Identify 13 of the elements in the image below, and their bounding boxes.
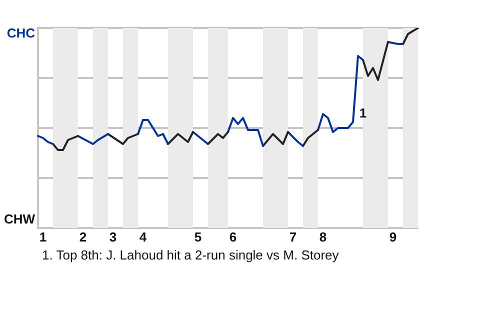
text: CHC [6, 26, 36, 41]
x-tick-label: 4 [139, 229, 148, 244]
annotation: 1 [359, 106, 367, 121]
text: 1. Top 8th: J. Lahoud hit a 2-run single vs M. Storey [42, 248, 340, 263]
x-tick-label: 3 [109, 229, 117, 244]
x-tick-label: 9 [389, 229, 397, 244]
x-tick-label: 1 [39, 229, 47, 244]
x-tick-label: 7 [289, 229, 297, 244]
x-tick-label: 8 [319, 229, 327, 244]
x-tick-label: 6 [229, 229, 237, 244]
text: CHW [4, 212, 36, 227]
x-tick-label: 5 [194, 229, 202, 244]
x-tick-label: 2 [79, 229, 87, 244]
